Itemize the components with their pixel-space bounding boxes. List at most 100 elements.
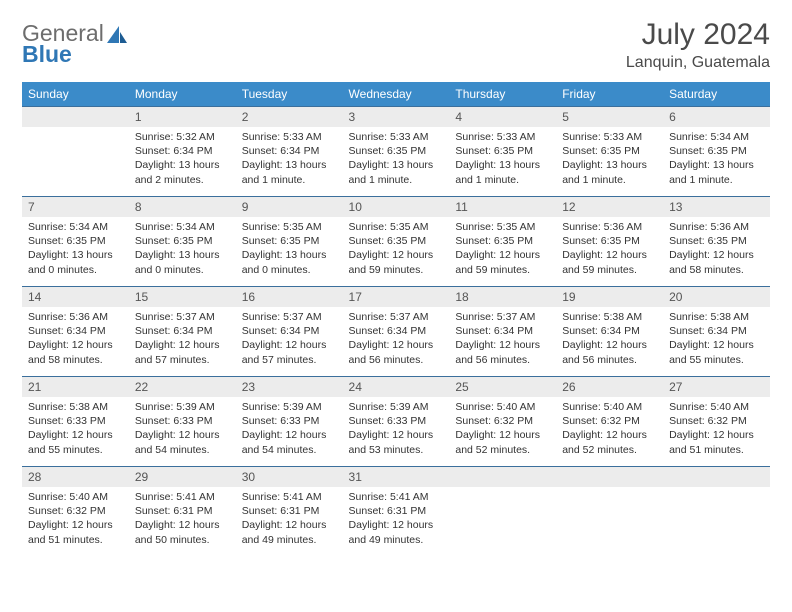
day-details: Sunrise: 5:38 AMSunset: 6:34 PMDaylight:… <box>556 307 663 371</box>
sunset-text: Sunset: 6:34 PM <box>349 324 444 338</box>
sunrise-text: Sunrise: 5:40 AM <box>669 400 764 414</box>
day-number-bar: 10 <box>343 196 450 217</box>
day-number-bar <box>22 106 129 127</box>
sunset-text: Sunset: 6:33 PM <box>242 414 337 428</box>
sunrise-text: Sunrise: 5:38 AM <box>669 310 764 324</box>
daylight-text: Daylight: 13 hours and 1 minute. <box>562 158 657 186</box>
sunset-text: Sunset: 6:34 PM <box>669 324 764 338</box>
day-number-bar: 5 <box>556 106 663 127</box>
daylight-text: Daylight: 12 hours and 55 minutes. <box>669 338 764 366</box>
calendar-day-cell: 1Sunrise: 5:32 AMSunset: 6:34 PMDaylight… <box>129 106 236 196</box>
sunrise-text: Sunrise: 5:37 AM <box>242 310 337 324</box>
daylight-text: Daylight: 13 hours and 1 minute. <box>242 158 337 186</box>
day-number-bar: 25 <box>449 376 556 397</box>
sunset-text: Sunset: 6:35 PM <box>669 144 764 158</box>
sunset-text: Sunset: 6:35 PM <box>28 234 123 248</box>
sunrise-text: Sunrise: 5:38 AM <box>562 310 657 324</box>
calendar-day-cell: 20Sunrise: 5:38 AMSunset: 6:34 PMDayligh… <box>663 286 770 376</box>
day-details: Sunrise: 5:33 AMSunset: 6:35 PMDaylight:… <box>449 127 556 191</box>
daylight-text: Daylight: 12 hours and 51 minutes. <box>28 518 123 546</box>
location-subtitle: Lanquin, Guatemala <box>626 54 770 72</box>
sunrise-text: Sunrise: 5:33 AM <box>349 130 444 144</box>
day-number-bar: 11 <box>449 196 556 217</box>
sunrise-text: Sunrise: 5:35 AM <box>349 220 444 234</box>
sunrise-text: Sunrise: 5:41 AM <box>349 490 444 504</box>
calendar-day-cell <box>22 106 129 196</box>
sunset-text: Sunset: 6:34 PM <box>562 324 657 338</box>
sunset-text: Sunset: 6:31 PM <box>135 504 230 518</box>
calendar-day-cell: 13Sunrise: 5:36 AMSunset: 6:35 PMDayligh… <box>663 196 770 286</box>
month-title: July 2024 <box>626 18 770 52</box>
day-number-bar: 15 <box>129 286 236 307</box>
daylight-text: Daylight: 12 hours and 54 minutes. <box>242 428 337 456</box>
brand-logo: GeneralBlue <box>22 18 130 66</box>
day-number-bar: 6 <box>663 106 770 127</box>
sunrise-text: Sunrise: 5:36 AM <box>28 310 123 324</box>
daylight-text: Daylight: 12 hours and 58 minutes. <box>28 338 123 366</box>
calendar-header-row: SundayMondayTuesdayWednesdayThursdayFrid… <box>22 82 770 106</box>
weekday-header: Thursday <box>449 82 556 106</box>
daylight-text: Daylight: 13 hours and 1 minute. <box>669 158 764 186</box>
daylight-text: Daylight: 12 hours and 56 minutes. <box>349 338 444 366</box>
title-block: July 2024 Lanquin, Guatemala <box>626 18 770 72</box>
calendar-day-cell: 19Sunrise: 5:38 AMSunset: 6:34 PMDayligh… <box>556 286 663 376</box>
sunrise-text: Sunrise: 5:37 AM <box>135 310 230 324</box>
calendar-day-cell: 4Sunrise: 5:33 AMSunset: 6:35 PMDaylight… <box>449 106 556 196</box>
sunset-text: Sunset: 6:32 PM <box>562 414 657 428</box>
calendar-week-row: 14Sunrise: 5:36 AMSunset: 6:34 PMDayligh… <box>22 286 770 376</box>
calendar-day-cell: 11Sunrise: 5:35 AMSunset: 6:35 PMDayligh… <box>449 196 556 286</box>
sunset-text: Sunset: 6:32 PM <box>455 414 550 428</box>
day-number-bar: 22 <box>129 376 236 397</box>
sunrise-text: Sunrise: 5:34 AM <box>669 130 764 144</box>
weekday-header: Saturday <box>663 82 770 106</box>
day-number-bar: 9 <box>236 196 343 217</box>
calendar-day-cell: 22Sunrise: 5:39 AMSunset: 6:33 PMDayligh… <box>129 376 236 466</box>
calendar-day-cell <box>556 466 663 556</box>
sunrise-text: Sunrise: 5:39 AM <box>135 400 230 414</box>
sunset-text: Sunset: 6:34 PM <box>135 324 230 338</box>
daylight-text: Daylight: 12 hours and 51 minutes. <box>669 428 764 456</box>
day-number-bar: 31 <box>343 466 450 487</box>
sunrise-text: Sunrise: 5:33 AM <box>242 130 337 144</box>
sunset-text: Sunset: 6:32 PM <box>28 504 123 518</box>
day-details: Sunrise: 5:36 AMSunset: 6:35 PMDaylight:… <box>663 217 770 281</box>
sunrise-text: Sunrise: 5:41 AM <box>135 490 230 504</box>
day-number-bar: 17 <box>343 286 450 307</box>
day-number-bar: 14 <box>22 286 129 307</box>
weekday-header: Sunday <box>22 82 129 106</box>
day-number-bar: 21 <box>22 376 129 397</box>
calendar-day-cell: 3Sunrise: 5:33 AMSunset: 6:35 PMDaylight… <box>343 106 450 196</box>
sunrise-text: Sunrise: 5:35 AM <box>455 220 550 234</box>
sunrise-text: Sunrise: 5:40 AM <box>455 400 550 414</box>
calendar-day-cell <box>449 466 556 556</box>
weekday-header: Wednesday <box>343 82 450 106</box>
brand-text-2: Blue <box>22 43 130 66</box>
day-number-bar: 1 <box>129 106 236 127</box>
sunrise-text: Sunrise: 5:39 AM <box>349 400 444 414</box>
day-details: Sunrise: 5:34 AMSunset: 6:35 PMDaylight:… <box>129 217 236 281</box>
daylight-text: Daylight: 12 hours and 52 minutes. <box>562 428 657 456</box>
day-number-bar: 4 <box>449 106 556 127</box>
daylight-text: Daylight: 12 hours and 59 minutes. <box>349 248 444 276</box>
day-details: Sunrise: 5:33 AMSunset: 6:34 PMDaylight:… <box>236 127 343 191</box>
calendar-day-cell: 28Sunrise: 5:40 AMSunset: 6:32 PMDayligh… <box>22 466 129 556</box>
daylight-text: Daylight: 12 hours and 53 minutes. <box>349 428 444 456</box>
calendar-day-cell: 12Sunrise: 5:36 AMSunset: 6:35 PMDayligh… <box>556 196 663 286</box>
day-details: Sunrise: 5:40 AMSunset: 6:32 PMDaylight:… <box>449 397 556 461</box>
calendar-day-cell: 15Sunrise: 5:37 AMSunset: 6:34 PMDayligh… <box>129 286 236 376</box>
day-details: Sunrise: 5:39 AMSunset: 6:33 PMDaylight:… <box>129 397 236 461</box>
day-details: Sunrise: 5:40 AMSunset: 6:32 PMDaylight:… <box>22 487 129 551</box>
day-number-bar: 8 <box>129 196 236 217</box>
day-details: Sunrise: 5:36 AMSunset: 6:35 PMDaylight:… <box>556 217 663 281</box>
calendar-day-cell: 18Sunrise: 5:37 AMSunset: 6:34 PMDayligh… <box>449 286 556 376</box>
sunset-text: Sunset: 6:35 PM <box>349 144 444 158</box>
day-number-bar: 7 <box>22 196 129 217</box>
day-number-bar: 23 <box>236 376 343 397</box>
daylight-text: Daylight: 13 hours and 0 minutes. <box>242 248 337 276</box>
sunset-text: Sunset: 6:35 PM <box>455 234 550 248</box>
calendar-day-cell: 23Sunrise: 5:39 AMSunset: 6:33 PMDayligh… <box>236 376 343 466</box>
daylight-text: Daylight: 12 hours and 59 minutes. <box>562 248 657 276</box>
day-details: Sunrise: 5:39 AMSunset: 6:33 PMDaylight:… <box>343 397 450 461</box>
sunset-text: Sunset: 6:34 PM <box>242 144 337 158</box>
sunrise-text: Sunrise: 5:40 AM <box>28 490 123 504</box>
